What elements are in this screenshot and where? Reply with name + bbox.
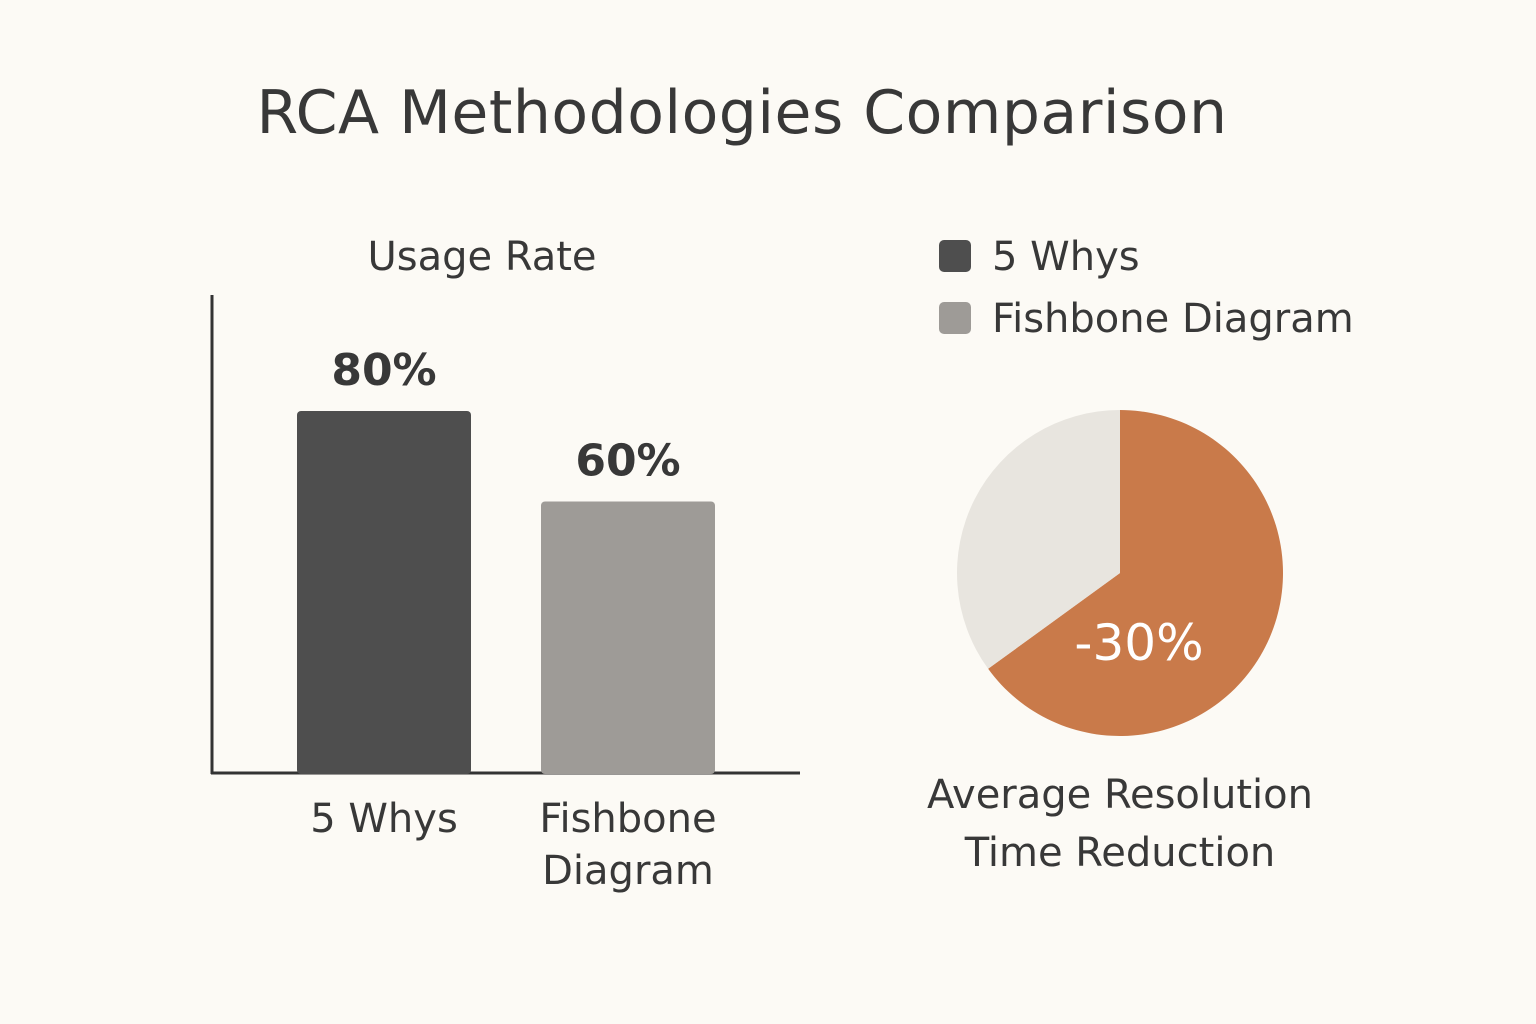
- pie-slice-2: [956, 410, 1120, 669]
- pie-chart-title-line-2: Time Reduction: [964, 830, 1276, 876]
- pie-slices-group: -30%: [956, 410, 1283, 736]
- legend-swatch-1: [939, 240, 971, 272]
- legend-label-1: 5 Whys: [992, 234, 1140, 280]
- bar-1: [297, 411, 471, 774]
- bar-category-label-2-line-1: Fishbone: [539, 796, 716, 842]
- bar-2: [541, 501, 715, 774]
- bar-value-label-1: 80%: [331, 345, 436, 396]
- bar-chart: Usage Rate 80% 5 Whys 60% Fishbone Diagram: [210, 234, 800, 894]
- page-title: RCA Methodologies Comparison: [256, 78, 1228, 148]
- bar-category-label-2-line-2: Diagram: [542, 848, 714, 894]
- legend-swatch-2: [939, 302, 971, 334]
- bars-group: 80% 5 Whys 60% Fishbone Diagram: [297, 345, 717, 894]
- bar-category-label-1: 5 Whys: [310, 796, 458, 842]
- pie-chart-title-line-1: Average Resolution: [927, 772, 1313, 818]
- legend: 5 Whys Fishbone Diagram: [939, 234, 1354, 342]
- bar-value-label-2: 60%: [575, 436, 680, 487]
- legend-label-2: Fishbone Diagram: [992, 296, 1354, 342]
- pie-slice-1: [988, 410, 1283, 736]
- pie-slice-label-1: -30%: [1074, 614, 1203, 672]
- bar-chart-title: Usage Rate: [367, 234, 596, 280]
- pie-chart: -30% Average Resolution Time Reduction: [927, 410, 1313, 876]
